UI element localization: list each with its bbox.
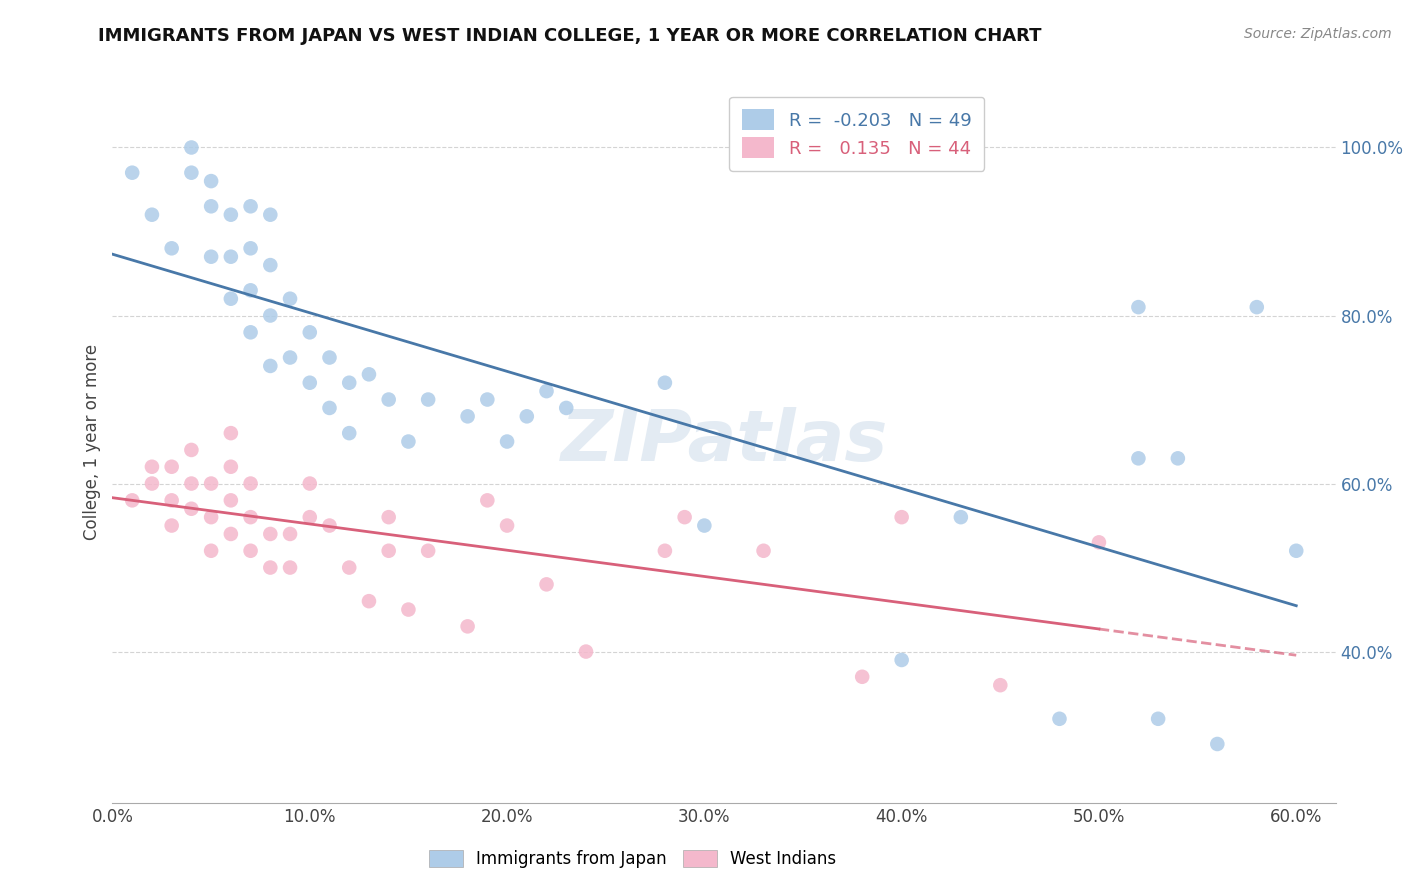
Point: [396, 602, 419, 616]
Point: [200, 199, 222, 213]
Point: [219, 250, 242, 264]
Point: [673, 510, 696, 524]
Point: [259, 208, 281, 222]
Point: [200, 174, 222, 188]
Point: [200, 510, 222, 524]
Point: [200, 476, 222, 491]
Point: [890, 653, 912, 667]
Point: [1246, 300, 1268, 314]
Point: [239, 326, 262, 340]
Point: [278, 527, 301, 541]
Point: [298, 326, 321, 340]
Point: [477, 493, 499, 508]
Point: [1285, 543, 1308, 558]
Point: [949, 510, 972, 524]
Point: [418, 543, 440, 558]
Text: Source: ZipAtlas.com: Source: ZipAtlas.com: [1244, 27, 1392, 41]
Point: [337, 426, 360, 441]
Point: [654, 543, 676, 558]
Point: [752, 543, 775, 558]
Point: [219, 208, 242, 222]
Point: [259, 359, 281, 373]
Point: [219, 426, 242, 441]
Point: [1128, 451, 1150, 466]
Point: [239, 199, 262, 213]
Point: [337, 376, 360, 390]
Point: [278, 560, 301, 574]
Point: [180, 442, 202, 457]
Point: [298, 510, 321, 524]
Point: [851, 670, 873, 684]
Text: IMMIGRANTS FROM JAPAN VS WEST INDIAN COLLEGE, 1 YEAR OR MORE CORRELATION CHART: IMMIGRANTS FROM JAPAN VS WEST INDIAN COL…: [98, 27, 1042, 45]
Point: [259, 309, 281, 323]
Point: [988, 678, 1011, 692]
Point: [1049, 712, 1071, 726]
Point: [318, 518, 340, 533]
Point: [536, 577, 558, 591]
Point: [555, 401, 578, 415]
Point: [1147, 712, 1170, 726]
Point: [357, 368, 380, 382]
Point: [160, 459, 183, 474]
Point: [180, 166, 202, 180]
Point: [239, 476, 262, 491]
Legend: R =  -0.203   N = 49, R =   0.135   N = 44: R = -0.203 N = 49, R = 0.135 N = 44: [730, 96, 984, 170]
Legend: Immigrants from Japan, West Indians: Immigrants from Japan, West Indians: [423, 843, 842, 875]
Point: [160, 241, 183, 255]
Point: [496, 434, 519, 449]
Point: [457, 409, 479, 424]
Point: [377, 510, 399, 524]
Point: [298, 476, 321, 491]
Point: [219, 292, 242, 306]
Point: [396, 434, 419, 449]
Point: [141, 476, 163, 491]
Point: [121, 493, 143, 508]
Point: [141, 459, 163, 474]
Point: [377, 543, 399, 558]
Point: [239, 283, 262, 297]
Point: [219, 493, 242, 508]
Point: [239, 543, 262, 558]
Point: [457, 619, 479, 633]
Point: [377, 392, 399, 407]
Point: [180, 501, 202, 516]
Point: [219, 459, 242, 474]
Point: [1206, 737, 1229, 751]
Point: [693, 518, 716, 533]
Point: [1088, 535, 1111, 549]
Point: [141, 208, 163, 222]
Point: [259, 258, 281, 272]
Point: [298, 376, 321, 390]
Point: [200, 250, 222, 264]
Point: [180, 476, 202, 491]
Point: [278, 351, 301, 365]
Point: [278, 292, 301, 306]
Point: [496, 518, 519, 533]
Point: [160, 518, 183, 533]
Point: [337, 560, 360, 574]
Point: [200, 543, 222, 558]
Point: [239, 241, 262, 255]
Point: [477, 392, 499, 407]
Point: [357, 594, 380, 608]
Point: [259, 560, 281, 574]
Point: [259, 527, 281, 541]
Point: [516, 409, 538, 424]
Point: [1128, 300, 1150, 314]
Point: [654, 376, 676, 390]
Text: ZIPatlas: ZIPatlas: [561, 407, 887, 476]
Point: [890, 510, 912, 524]
Point: [418, 392, 440, 407]
Point: [536, 384, 558, 398]
Point: [318, 351, 340, 365]
Point: [219, 527, 242, 541]
Point: [318, 401, 340, 415]
Point: [1167, 451, 1189, 466]
Y-axis label: College, 1 year or more: College, 1 year or more: [83, 343, 101, 540]
Point: [239, 510, 262, 524]
Point: [121, 166, 143, 180]
Point: [160, 493, 183, 508]
Point: [180, 140, 202, 154]
Point: [575, 644, 598, 658]
